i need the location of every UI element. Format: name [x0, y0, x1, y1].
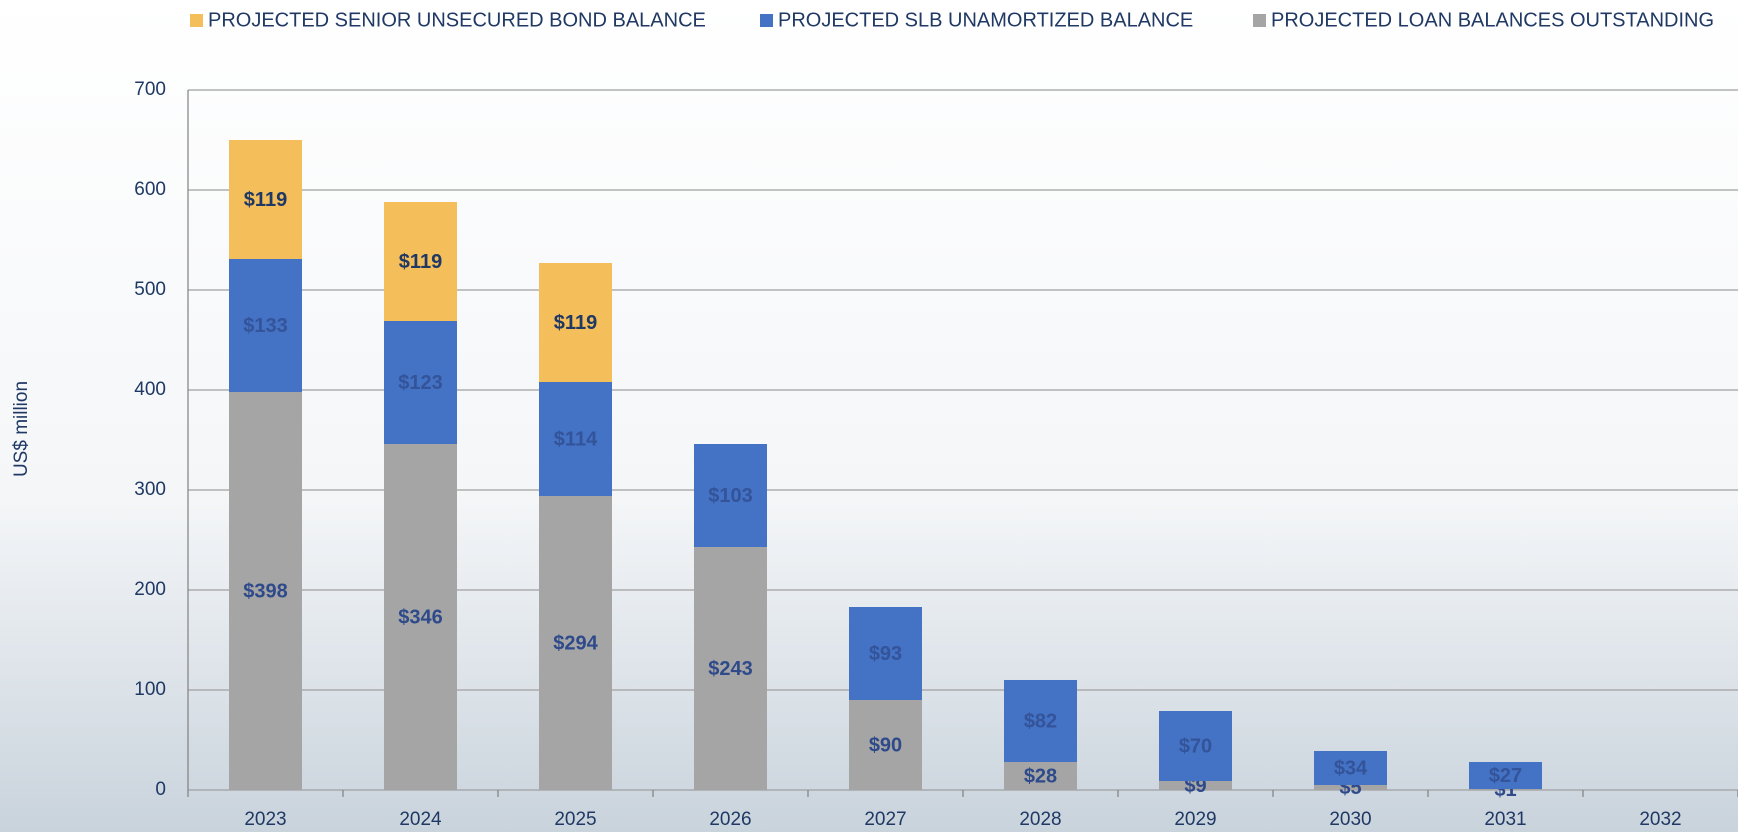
- y-tick-label: 100: [134, 679, 166, 700]
- x-tick-label: 2026: [709, 809, 751, 830]
- bar-segment: [384, 444, 457, 790]
- bar-segment: [849, 700, 922, 790]
- x-tick-label: 2027: [864, 809, 906, 830]
- bar-segment: [1159, 711, 1232, 781]
- bar-segment: [1004, 762, 1077, 790]
- value-label: $243: [708, 658, 753, 680]
- bar-segment: [1314, 751, 1387, 785]
- value-label: $119: [244, 189, 287, 211]
- value-label: $27: [1489, 765, 1522, 787]
- bar-segment: [539, 382, 612, 496]
- x-tick-label: 2023: [244, 809, 286, 830]
- value-label: $133: [243, 315, 288, 337]
- value-label: $294: [553, 632, 598, 654]
- y-tick-label: 400: [134, 379, 166, 400]
- x-tick-label: 2029: [1174, 809, 1216, 830]
- y-tick-label: 700: [134, 79, 166, 100]
- value-label: $119: [554, 312, 597, 334]
- value-label: $114: [554, 428, 598, 450]
- bar-segment: [229, 392, 302, 790]
- bar-segment: [539, 496, 612, 790]
- bar-segment: [1314, 785, 1387, 790]
- value-label: $82: [1024, 710, 1057, 732]
- bar-segment: [1469, 789, 1542, 790]
- value-label: $398: [243, 580, 288, 602]
- legend-label: PROJECTED SLB UNAMORTIZED BALANCE: [778, 9, 1193, 31]
- x-tick-label: 2024: [399, 809, 442, 830]
- bar-segment: [694, 444, 767, 547]
- x-tick-label: 2032: [1639, 809, 1681, 830]
- value-label: $123: [398, 372, 443, 394]
- y-tick-label: 200: [134, 579, 166, 600]
- value-label: $70: [1179, 735, 1212, 757]
- bar-segment: [1004, 680, 1077, 762]
- legend-swatch: [760, 14, 773, 27]
- y-tick-label: 0: [155, 779, 166, 800]
- bar-segment: [229, 259, 302, 392]
- bar-segment: [384, 321, 457, 444]
- y-tick-label: 500: [134, 279, 166, 300]
- legend-label: PROJECTED SENIOR UNSECURED BOND BALANCE: [208, 9, 706, 31]
- value-label: $34: [1334, 757, 1368, 779]
- y-tick-label: 600: [134, 179, 166, 200]
- bar-segment: [849, 607, 922, 700]
- value-label: $28: [1024, 765, 1057, 787]
- bar-segment: [539, 263, 612, 382]
- value-label: $90: [869, 734, 902, 756]
- bar-segment: [384, 202, 457, 321]
- bar-segment: [1469, 762, 1542, 789]
- value-label: $119: [399, 251, 442, 273]
- x-tick-label: 2030: [1329, 809, 1371, 830]
- value-label: $346: [398, 606, 443, 628]
- y-tick-label: 300: [134, 479, 166, 500]
- legend-swatch: [190, 14, 203, 27]
- x-tick-label: 2028: [1019, 809, 1061, 830]
- value-label: $93: [869, 643, 902, 665]
- legend-label: PROJECTED LOAN BALANCES OUTSTANDING: [1271, 9, 1714, 31]
- x-tick-label: 2031: [1484, 809, 1526, 830]
- value-label: $103: [708, 485, 753, 507]
- y-axis-label: US$ million: [11, 381, 32, 477]
- bar-segment: [694, 547, 767, 790]
- legend-swatch: [1253, 14, 1266, 27]
- bar-segment: [1159, 781, 1232, 790]
- bar-segment: [229, 140, 302, 259]
- x-tick-label: 2025: [554, 809, 596, 830]
